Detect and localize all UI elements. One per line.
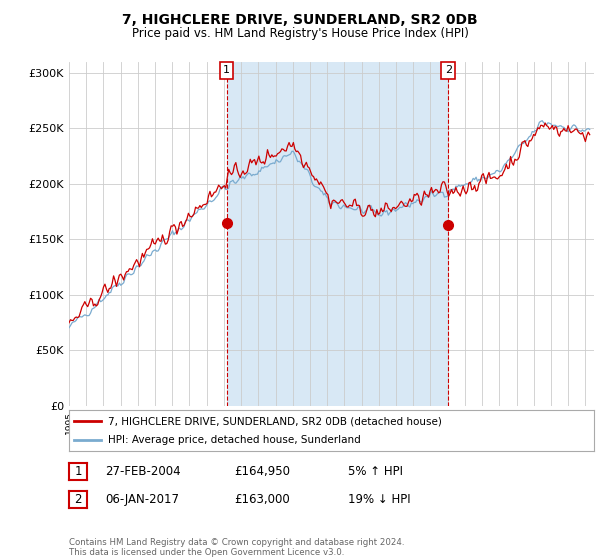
- Text: Contains HM Land Registry data © Crown copyright and database right 2024.
This d: Contains HM Land Registry data © Crown c…: [69, 538, 404, 557]
- Text: HPI: Average price, detached house, Sunderland: HPI: Average price, detached house, Sund…: [109, 435, 361, 445]
- Text: 06-JAN-2017: 06-JAN-2017: [105, 493, 179, 506]
- Text: 27-FEB-2004: 27-FEB-2004: [105, 465, 181, 478]
- Text: £163,000: £163,000: [234, 493, 290, 506]
- Bar: [227, 62, 448, 406]
- Text: 19% ↓ HPI: 19% ↓ HPI: [348, 493, 410, 506]
- Text: 7, HIGHCLERE DRIVE, SUNDERLAND, SR2 0DB: 7, HIGHCLERE DRIVE, SUNDERLAND, SR2 0DB: [122, 13, 478, 27]
- Text: Price paid vs. HM Land Registry's House Price Index (HPI): Price paid vs. HM Land Registry's House …: [131, 27, 469, 40]
- Text: £164,950: £164,950: [234, 465, 290, 478]
- Text: 2: 2: [445, 66, 452, 76]
- Text: 7, HIGHCLERE DRIVE, SUNDERLAND, SR2 0DB (detached house): 7, HIGHCLERE DRIVE, SUNDERLAND, SR2 0DB …: [109, 417, 442, 426]
- Text: 5% ↑ HPI: 5% ↑ HPI: [348, 465, 403, 478]
- Text: 1: 1: [223, 66, 230, 76]
- Text: 2: 2: [74, 493, 82, 506]
- Text: 1: 1: [74, 465, 82, 478]
